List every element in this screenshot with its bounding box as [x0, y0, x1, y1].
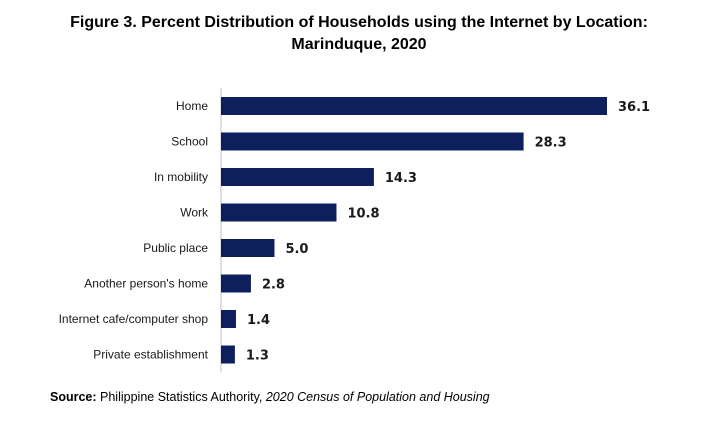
category-label: School: [171, 135, 208, 149]
data-label: 1.4: [247, 313, 270, 328]
chart-title: Figure 3. Percent Distribution of Househ…: [0, 12, 718, 56]
category-label: Private establishment: [93, 348, 208, 362]
bar: [221, 203, 337, 222]
chart-title-line-2: Marinduque, 2020: [291, 36, 427, 53]
data-label: 2.8: [262, 278, 285, 293]
data-label: 5.0: [285, 242, 308, 257]
bar: [221, 274, 251, 293]
category-label: Work: [180, 206, 209, 220]
category-label: Internet cafe/computer shop: [59, 312, 209, 326]
data-label: 28.3: [535, 136, 567, 151]
category-label: Public place: [143, 241, 208, 255]
bar: [221, 239, 275, 257]
bar: [221, 345, 235, 364]
category-label: Another person's home: [84, 277, 208, 291]
source-note: Source: Philippine Statistics Authority,…: [50, 390, 490, 404]
data-label: 36.1: [618, 100, 650, 115]
source-publication: 2020 Census of Population and Housing: [265, 390, 490, 404]
source-text: Philippine Statistics Authority,: [96, 390, 266, 404]
category-label: In mobility: [154, 170, 208, 184]
bar: [221, 310, 236, 328]
chart-title-line-1: Figure 3. Percent Distribution of Househ…: [70, 14, 648, 31]
bar: [221, 168, 374, 186]
bar: [221, 97, 607, 115]
source-label: Source:: [50, 390, 97, 404]
category-label: Home: [176, 99, 208, 113]
data-label: 10.8: [347, 207, 379, 222]
data-label: 1.3: [246, 349, 269, 364]
bar: [221, 132, 524, 151]
data-label: 14.3: [385, 171, 417, 186]
